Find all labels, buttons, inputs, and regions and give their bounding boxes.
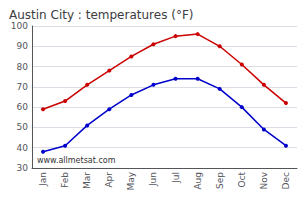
svg-text:80: 80 xyxy=(17,62,29,72)
svg-text:www.allmetsat.com: www.allmetsat.com xyxy=(37,156,116,165)
svg-text:Feb: Feb xyxy=(60,172,70,188)
svg-text:50: 50 xyxy=(17,122,29,132)
svg-text:Apr: Apr xyxy=(104,172,114,188)
svg-text:Austin City : temperatures (°F: Austin City : temperatures (°F) xyxy=(9,8,193,22)
svg-text:Oct: Oct xyxy=(237,172,247,188)
svg-text:70: 70 xyxy=(17,82,29,92)
svg-text:60: 60 xyxy=(17,102,29,112)
svg-text:30: 30 xyxy=(17,163,29,173)
svg-text:Jan: Jan xyxy=(38,172,48,187)
svg-text:Dec: Dec xyxy=(281,172,291,189)
svg-text:Aug: Aug xyxy=(193,172,203,190)
svg-text:Sep: Sep xyxy=(215,172,225,189)
svg-text:100: 100 xyxy=(11,21,28,31)
svg-text:Mar: Mar xyxy=(82,172,92,189)
svg-text:40: 40 xyxy=(17,143,29,153)
svg-text:Jun: Jun xyxy=(148,172,158,187)
svg-text:Jul: Jul xyxy=(171,172,181,184)
svg-text:90: 90 xyxy=(17,41,29,51)
svg-text:May: May xyxy=(126,171,136,190)
svg-text:Nov: Nov xyxy=(259,171,269,189)
